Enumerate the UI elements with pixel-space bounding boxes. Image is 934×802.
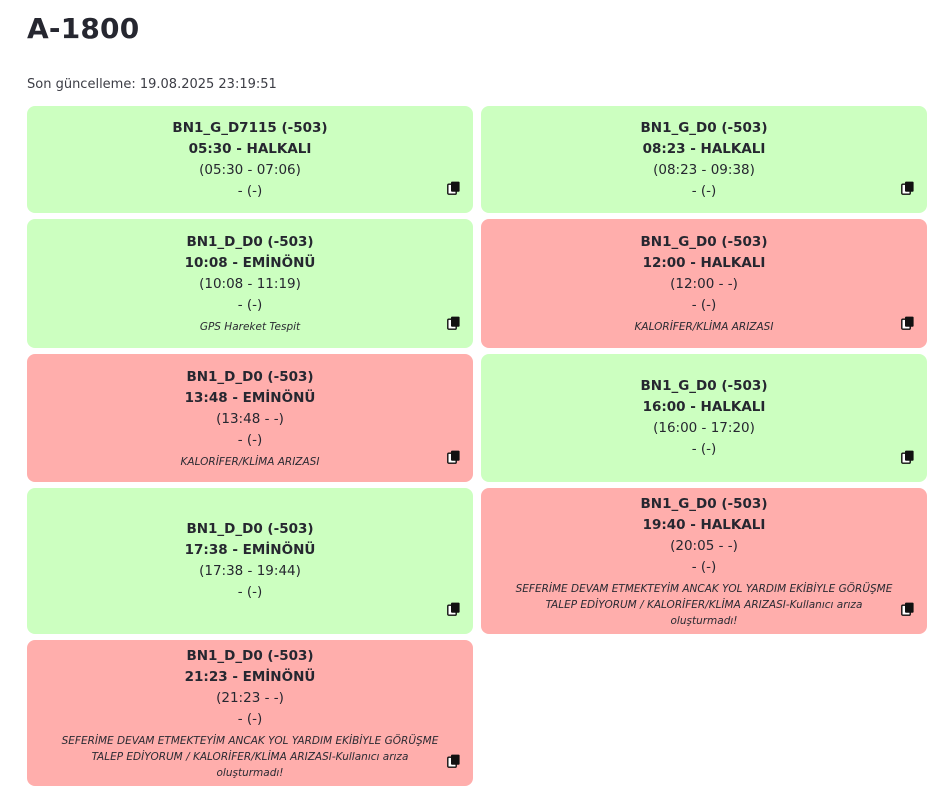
- trip-code: BN1_G_D0 (-503): [640, 234, 768, 250]
- trip-card: BN1_D_D0 (-503) 17:38 - EMİNÖNÜ (17:38 - 1…: [27, 488, 473, 634]
- trip-code: BN1_D_D0 (-503): [186, 647, 314, 664]
- trip-departure: 12:00 - HALKALI: [642, 255, 766, 271]
- trip-time-window: (08:23 - 09:38): [653, 161, 755, 178]
- trip-departure: 10:08 - EMİNÖNÜ: [184, 255, 316, 271]
- trip-card: BN1_D_D0 (-503) 21:23 - EMİNÖNÜ (21:23 - -…: [27, 640, 473, 786]
- trip-note: KALORİFER/KLİMA ARIZASI: [180, 455, 320, 468]
- copy-icon[interactable]: [901, 316, 915, 330]
- trip-card: BN1_G_D7115 (-503) 05:30 - HALKALI (05:30 …: [27, 106, 473, 213]
- trip-extra: - (-): [691, 297, 717, 313]
- trip-extra: - (-): [691, 558, 717, 575]
- trip-code: BN1_D_D0 (-503): [186, 521, 314, 537]
- trip-extra: - (-): [237, 710, 263, 727]
- trip-note: SEFERİME DEVAM ETMEKTEYİM ANCAK YOL YARD…: [61, 734, 439, 779]
- trip-extra: - (-): [691, 182, 717, 199]
- trip-time-window: (05:30 - 07:06): [199, 161, 301, 178]
- copy-icon[interactable]: [447, 316, 461, 330]
- copy-icon[interactable]: [901, 602, 915, 616]
- trip-code: BN1_G_D0 (-503): [640, 119, 768, 136]
- trip-extra: - (-): [237, 584, 263, 600]
- copy-icon[interactable]: [901, 181, 915, 195]
- trip-code: BN1_D_D0 (-503): [186, 368, 314, 385]
- trip-note: KALORİFER/KLİMA ARIZASI: [634, 321, 774, 333]
- trip-card: BN1_G_D0 (-503) 19:40 - HALKALI (20:05 - -…: [481, 488, 927, 634]
- trip-departure: 19:40 - HALKALI: [642, 516, 766, 533]
- trip-code: BN1_G_D0 (-503): [640, 378, 768, 394]
- trip-time-window: (10:08 - 11:19): [199, 276, 301, 292]
- copy-icon[interactable]: [447, 754, 461, 768]
- trip-departure: 17:38 - EMİNÖNÜ: [184, 542, 316, 558]
- trip-card: BN1_D_D0 (-503) 10:08 - EMİNÖNÜ (10:08 - 1…: [27, 219, 473, 348]
- trip-time-window: (12:00 - -): [670, 276, 738, 292]
- page-title: A-1800: [27, 12, 140, 45]
- trip-note: SEFERİME DEVAM ETMEKTEYİM ANCAK YOL YARD…: [515, 582, 893, 627]
- copy-icon[interactable]: [447, 602, 461, 616]
- last-update-text: Son güncelleme: 19.08.2025 23:19:51: [27, 77, 277, 92]
- trip-departure: 08:23 - HALKALI: [642, 140, 766, 157]
- trip-departure: 16:00 - HALKALI: [642, 399, 766, 415]
- trip-extra: - (-): [237, 431, 263, 448]
- trip-time-window: (13:48 - -): [216, 410, 284, 427]
- trip-card: BN1_G_D0 (-503) 12:00 - HALKALI (12:00 - -…: [481, 219, 927, 348]
- trip-extra: - (-): [691, 441, 717, 457]
- trip-code: BN1_D_D0 (-503): [186, 234, 314, 250]
- trip-code: BN1_G_D0 (-503): [640, 495, 768, 512]
- trip-card: BN1_G_D0 (-503) 08:23 - HALKALI (08:23 - 0…: [481, 106, 927, 213]
- trip-departure: 05:30 - HALKALI: [188, 140, 312, 157]
- copy-icon[interactable]: [447, 450, 461, 464]
- trip-extra: - (-): [237, 182, 263, 199]
- trip-time-window: (21:23 - -): [216, 689, 284, 706]
- trip-extra: - (-): [237, 297, 263, 313]
- trip-departure: 21:23 - EMİNÖNÜ: [184, 668, 316, 685]
- trip-note: GPS Hareket Tespit: [199, 321, 301, 333]
- copy-icon[interactable]: [447, 181, 461, 195]
- trip-card: BN1_G_D0 (-503) 16:00 - HALKALI (16:00 - 1…: [481, 354, 927, 482]
- trip-time-window: (20:05 - -): [670, 537, 738, 554]
- copy-icon[interactable]: [901, 450, 915, 464]
- trip-time-window: (16:00 - 17:20): [653, 420, 755, 436]
- trip-departure: 13:48 - EMİNÖNÜ: [184, 389, 316, 406]
- trip-code: BN1_G_D7115 (-503): [172, 119, 328, 136]
- trip-card: BN1_D_D0 (-503) 13:48 - EMİNÖNÜ (13:48 - -…: [27, 354, 473, 482]
- trip-time-window: (17:38 - 19:44): [199, 563, 301, 579]
- trip-grid: BN1_G_D7115 (-503) 05:30 - HALKALI (05:30 …: [27, 106, 927, 786]
